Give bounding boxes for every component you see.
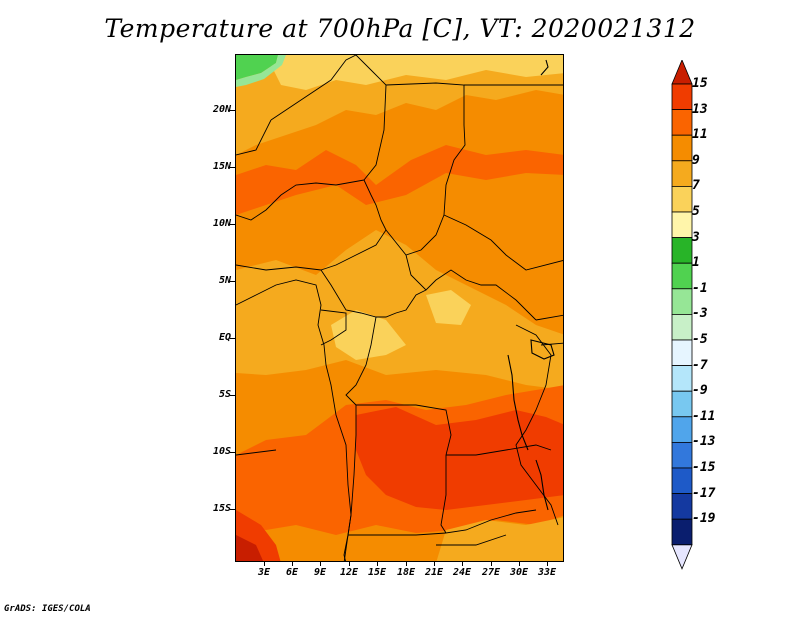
equatorial-light-patch bbox=[331, 310, 406, 360]
colorbar-label: -19 bbox=[692, 511, 716, 527]
lat-tick bbox=[230, 338, 235, 339]
lon-label-18e: 18E bbox=[396, 567, 416, 578]
lat-tick bbox=[230, 224, 235, 225]
lon-tick bbox=[462, 562, 463, 566]
map-canvas bbox=[236, 55, 563, 561]
lon-label-12e: 12E bbox=[339, 567, 359, 578]
colorbar-block bbox=[671, 313, 693, 341]
colorbar-label: 9 bbox=[692, 152, 700, 168]
lon-tick bbox=[377, 562, 378, 566]
chart-title: Temperature at 700hPa [C], VT: 202002131… bbox=[104, 14, 696, 43]
colorbar-block bbox=[671, 211, 693, 238]
colorbar-block bbox=[671, 390, 693, 418]
lon-label-27e: 27E bbox=[481, 567, 501, 578]
lon-tick bbox=[406, 562, 407, 566]
lat-tick bbox=[230, 281, 235, 282]
colorbar-block bbox=[671, 109, 693, 136]
colorbar-block bbox=[671, 83, 693, 110]
lat-label-10s: 10S bbox=[212, 446, 231, 457]
colorbar-label: -1 bbox=[692, 280, 708, 296]
lon-tick bbox=[320, 562, 321, 566]
lat-tick bbox=[230, 509, 235, 510]
colorbar-block bbox=[671, 134, 693, 162]
colorbar bbox=[671, 60, 693, 570]
colorbar-label: 7 bbox=[692, 178, 700, 194]
lat-tick bbox=[230, 395, 235, 396]
temperature-map bbox=[235, 54, 564, 562]
colorbar-bottom-arrow bbox=[671, 544, 693, 570]
lon-label-6e: 6E bbox=[285, 567, 299, 578]
lon-tick bbox=[349, 562, 350, 566]
lon-tick bbox=[491, 562, 492, 566]
credit-text: GrADS: IGES/COLA bbox=[4, 604, 91, 614]
equatorial-cool-band bbox=[236, 230, 563, 390]
lon-tick bbox=[547, 562, 548, 566]
lat-tick bbox=[230, 167, 235, 168]
light-green-edge bbox=[236, 55, 286, 87]
colorbar-label: 5 bbox=[692, 204, 700, 219]
colorbar-label: -17 bbox=[692, 485, 716, 501]
colorbar-block bbox=[671, 518, 693, 546]
southern-hottest-zone bbox=[356, 407, 563, 510]
colorbar-block bbox=[671, 237, 693, 264]
sahel-warm-band bbox=[236, 145, 563, 215]
colorbar-block bbox=[671, 493, 693, 520]
colorbar-label: 15 bbox=[692, 76, 708, 91]
colorbar-label: -7 bbox=[692, 357, 708, 373]
colorbar-block bbox=[671, 416, 693, 443]
north-coolest-zone bbox=[266, 55, 563, 90]
colorbar-label: -15 bbox=[692, 460, 716, 475]
southeast-cool-zone bbox=[436, 517, 563, 561]
lat-label-5s: 5S bbox=[218, 389, 231, 400]
colorbar-label: -3 bbox=[692, 306, 708, 322]
colorbar-block bbox=[671, 262, 693, 290]
colorbar-block bbox=[671, 185, 693, 213]
equatorial-light-patch-2 bbox=[426, 290, 471, 325]
lon-label-9e: 9E bbox=[313, 567, 327, 578]
lon-tick bbox=[292, 562, 293, 566]
lat-label-15n: 15N bbox=[212, 161, 231, 172]
lat-label-15s: 15S bbox=[212, 503, 231, 514]
lon-label-3e: 3E bbox=[257, 567, 271, 578]
southwest-hottest-corner bbox=[236, 535, 264, 561]
colorbar-block bbox=[671, 467, 693, 494]
colorbar-label: -9 bbox=[692, 383, 708, 399]
colorbar-top-arrow bbox=[671, 60, 693, 85]
colorbar-label: -11 bbox=[692, 408, 716, 424]
lat-label-10n: 10N bbox=[212, 218, 231, 229]
colorbar-block bbox=[671, 441, 693, 469]
colorbar-block bbox=[671, 365, 693, 392]
colorbar-block bbox=[671, 339, 693, 366]
lon-label-30e: 30E bbox=[509, 567, 529, 578]
coastline bbox=[236, 279, 352, 561]
lon-tick bbox=[264, 562, 265, 566]
colorbar-label: 13 bbox=[692, 101, 708, 117]
colorbar-label: -5 bbox=[692, 332, 708, 347]
lat-tick bbox=[230, 110, 235, 111]
lon-tick bbox=[519, 562, 520, 566]
colorbar-label: 11 bbox=[692, 127, 708, 143]
lakes bbox=[507, 59, 555, 511]
colorbar-label: 3 bbox=[692, 229, 700, 245]
lon-tick bbox=[434, 562, 435, 566]
lon-label-33e: 33E bbox=[537, 567, 557, 578]
lon-label-15e: 15E bbox=[367, 567, 387, 578]
colorbar-block bbox=[671, 160, 693, 187]
lat-label-eq: EQ bbox=[218, 332, 231, 343]
lat-label-20n: 20N bbox=[212, 104, 231, 115]
lon-label-21e: 21E bbox=[424, 567, 444, 578]
lat-tick bbox=[230, 452, 235, 453]
green-corner bbox=[236, 55, 278, 80]
lon-label-24e: 24E bbox=[452, 567, 472, 578]
colorbar-label: -13 bbox=[692, 434, 716, 450]
lat-label-5n: 5N bbox=[218, 275, 231, 286]
colorbar-label: 1 bbox=[692, 255, 700, 271]
colorbar-block bbox=[671, 288, 693, 315]
